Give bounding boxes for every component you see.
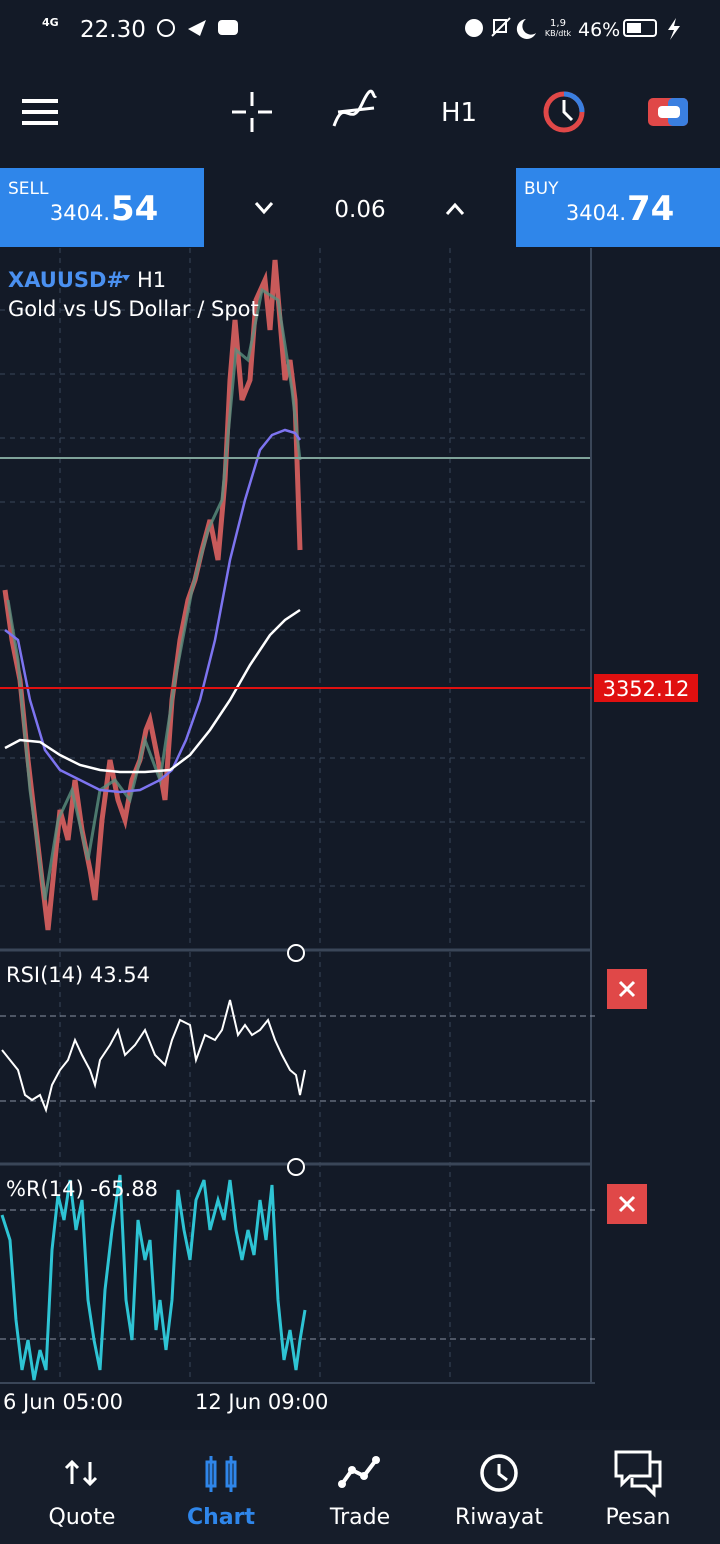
- candles-down: [2, 259, 303, 931]
- nav-label: Pesan: [606, 1505, 671, 1530]
- sell-price-main: 3404.: [50, 201, 110, 225]
- price-chart: 3352.12 XAUUSD# H1 Gold vs US Dollar / S…: [0, 248, 698, 1383]
- charging-icon: [668, 18, 680, 40]
- dnd-icon: [516, 19, 536, 39]
- network: 4G: [42, 16, 59, 29]
- nav-label: Trade: [329, 1505, 390, 1530]
- symbol-dropdown[interactable]: [122, 275, 130, 281]
- symbol[interactable]: XAUUSD#: [8, 268, 124, 292]
- speed: 1,9: [550, 18, 566, 29]
- mute-icon: [491, 17, 511, 37]
- sell-label: SELL: [8, 179, 49, 199]
- nav-messages[interactable]: Pesan: [606, 1450, 671, 1530]
- lot-size[interactable]: 0.06: [334, 197, 385, 223]
- pane-handle[interactable]: [287, 1158, 305, 1176]
- time-label: 12 Jun 09:00: [195, 1390, 328, 1414]
- nav-chart[interactable]: Chart: [187, 1456, 256, 1530]
- battery-icon: [623, 19, 657, 37]
- chart-timeframe: H1: [137, 268, 166, 292]
- speed-unit: KB/dtk: [545, 29, 572, 38]
- pane-handle[interactable]: [287, 944, 305, 962]
- trade-panel: SELL 3404. 54 0.06 BUY 3404. 74: [0, 168, 720, 247]
- youtube-icon: [218, 20, 238, 35]
- timeframe-button[interactable]: H1: [441, 98, 477, 128]
- whatsapp-icon: [157, 19, 175, 37]
- nav-background: [0, 1430, 720, 1544]
- sell-button[interactable]: [0, 168, 204, 247]
- wr-line: [0, 1174, 307, 1381]
- wr-label: %R(14) -65.88: [6, 1177, 158, 1201]
- bottom-nav: Quote Chart Trade Riwayat Pesan: [0, 1430, 720, 1544]
- battery-percent: 46%: [578, 19, 620, 41]
- toolbar: H1: [22, 89, 688, 133]
- trade-toggle-button[interactable]: [648, 98, 688, 126]
- nav-trade[interactable]: Trade: [329, 1456, 390, 1530]
- lot-decrease[interactable]: [254, 202, 274, 215]
- nav-label: Riwayat: [455, 1505, 543, 1530]
- telegram-icon: [188, 20, 206, 36]
- nav-label: Chart: [187, 1505, 256, 1530]
- nav-history[interactable]: Riwayat: [455, 1454, 543, 1530]
- rsi-label: RSI(14) 43.54: [6, 963, 150, 987]
- nav-label: Quote: [49, 1505, 116, 1530]
- moving-average-slow: [4, 608, 301, 774]
- crosshair-button[interactable]: [232, 92, 272, 132]
- wr-close[interactable]: [607, 1184, 647, 1224]
- price-line-box: [594, 674, 698, 702]
- rsi-close[interactable]: [607, 969, 647, 1009]
- candles-up: [6, 287, 302, 901]
- time-label: 6 Jun 05:00: [3, 1390, 123, 1414]
- indicators-button[interactable]: [332, 89, 378, 127]
- grid: [0, 248, 590, 1383]
- buy-price-main: 3404.: [566, 201, 626, 225]
- clock-button[interactable]: [543, 91, 585, 133]
- status-bar: 4G 22.30 1,9 KB/dtk 46%: [42, 16, 680, 43]
- menu-button[interactable]: [22, 99, 58, 125]
- battery-level: [627, 23, 641, 33]
- lot-increase[interactable]: [445, 202, 465, 215]
- rsi-line: [1, 999, 306, 1114]
- symbol-description: Gold vs US Dollar / Spot: [8, 297, 259, 321]
- clock: 22.30: [80, 17, 146, 43]
- buy-price-big: 74: [627, 189, 674, 229]
- sell-price-big: 54: [111, 189, 158, 229]
- rsi-pane: RSI(14) 43.54: [0, 963, 647, 1176]
- alarm-icon: [465, 19, 483, 37]
- nav-quote[interactable]: Quote: [49, 1459, 116, 1530]
- williams-r-pane: %R(14) -65.88: [0, 1174, 647, 1384]
- buy-label: BUY: [524, 179, 559, 199]
- price-line-label: 3352.12: [603, 677, 690, 701]
- buy-button[interactable]: [516, 168, 720, 247]
